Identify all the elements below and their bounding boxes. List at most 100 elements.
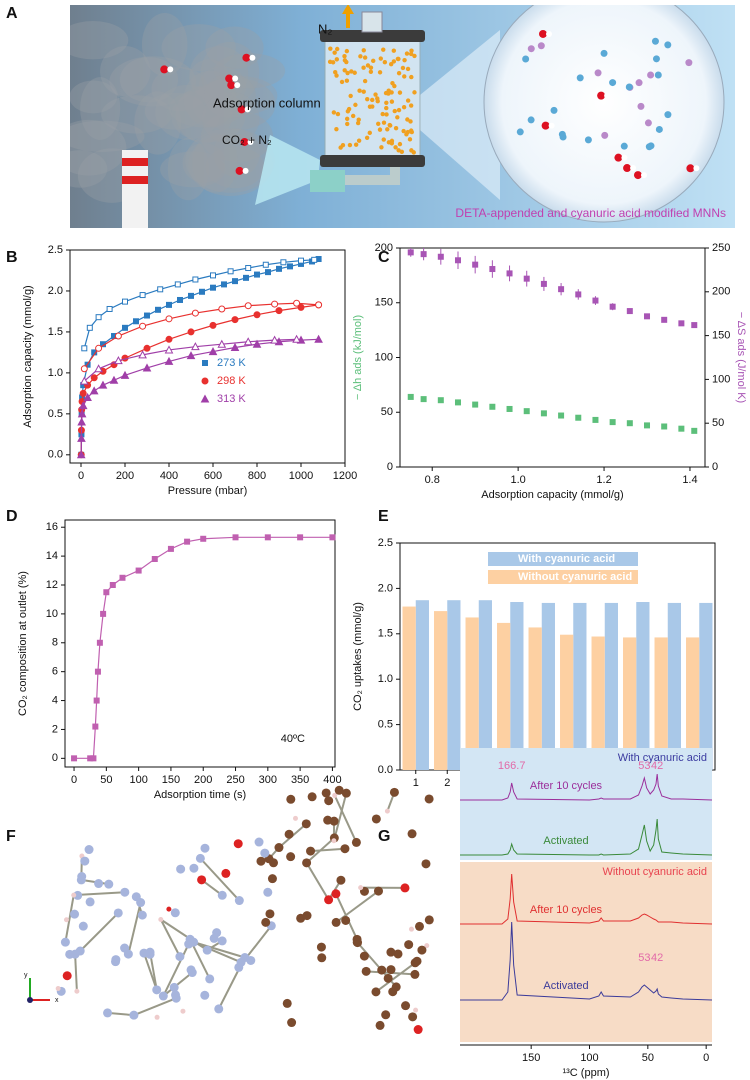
particle [378,56,383,61]
atom [76,875,86,885]
atom [516,128,524,136]
y-tick-label: 100 [375,351,393,363]
atom [301,819,311,829]
particle [386,88,391,93]
marker [271,300,279,308]
legend-marker [200,394,210,403]
co2 [232,75,239,82]
particle [342,68,347,73]
atom [559,133,567,141]
particle [401,104,407,110]
smoke-puff [70,150,108,188]
x-tick-label: 350 [291,774,309,786]
group-background [460,862,712,1042]
axis-label: y [24,972,28,979]
x-tick-label: 600 [204,470,222,482]
x-tick-label: 2 [444,777,450,789]
chimney-stripe [122,176,148,184]
marker [626,308,633,315]
co2 [227,81,236,90]
co2 [623,164,632,173]
marker [254,271,260,278]
y2-tick-label: 250 [712,242,730,254]
atom [234,962,244,972]
marker [191,309,199,317]
co2 [630,165,637,172]
atom [341,915,351,925]
particle [381,120,387,125]
atom [158,991,168,1001]
co2 [546,30,553,37]
particle [401,128,406,134]
particle [352,70,357,75]
marker [98,380,108,389]
atom [375,1020,385,1030]
y-tick-label: 0 [52,752,58,764]
particle [373,92,378,97]
marker [232,278,238,285]
atom [351,837,361,847]
atom [195,853,205,863]
particle [384,112,389,117]
atom [269,858,279,868]
particle [397,90,403,95]
particle [356,138,362,143]
particle [408,128,414,133]
marker [210,284,216,291]
x-tick-label: 250 [226,774,244,786]
y2-tick-label: 150 [712,330,730,342]
particle [384,105,389,111]
atom [645,143,653,151]
particle [338,145,343,150]
marker [420,396,427,403]
x-tick-label: 800 [248,470,266,482]
bond [133,997,177,1017]
legend-label: With cyanuric acid [518,553,615,565]
particle [361,65,366,70]
particle [345,121,350,127]
axis-origin [27,997,33,1003]
particle [389,99,395,104]
marker [472,401,479,408]
x-tick-label: 0 [78,470,84,482]
marker [275,307,283,315]
co2 [242,53,251,62]
particle [342,53,347,59]
atom [180,1008,186,1014]
y-tick-label: 2.5 [378,537,393,549]
peak-label: 42 [651,952,663,964]
atom [412,956,422,966]
legend-label: 273 K [217,357,246,369]
marker [287,263,293,270]
marker [209,321,217,329]
atom [620,142,628,150]
trace-label: After 10 cycles [530,780,603,792]
smoke-puff [160,151,226,188]
particle [353,102,358,108]
marker [678,425,685,432]
atom [609,79,617,87]
marker [77,433,86,442]
series-line [80,304,319,455]
zoom-circle [483,5,725,223]
y-tick-label: 2 [52,723,58,735]
atom [65,949,75,959]
y-tick-label: 2.5 [48,244,63,256]
marker [454,257,461,264]
atom [413,1025,423,1035]
marker [186,351,196,360]
spectrum [460,873,713,925]
atom [664,111,672,119]
trace-label: Activated [543,980,588,992]
particle [387,122,392,128]
y-tick-label: 50 [381,406,393,418]
particle [389,141,395,146]
atom [200,843,210,853]
marker [187,328,195,336]
x-axis-label: Adsorption time (s) [154,789,246,801]
marker [454,399,461,406]
particle [335,111,341,117]
spectrum [460,921,713,1001]
co2 [686,164,695,173]
